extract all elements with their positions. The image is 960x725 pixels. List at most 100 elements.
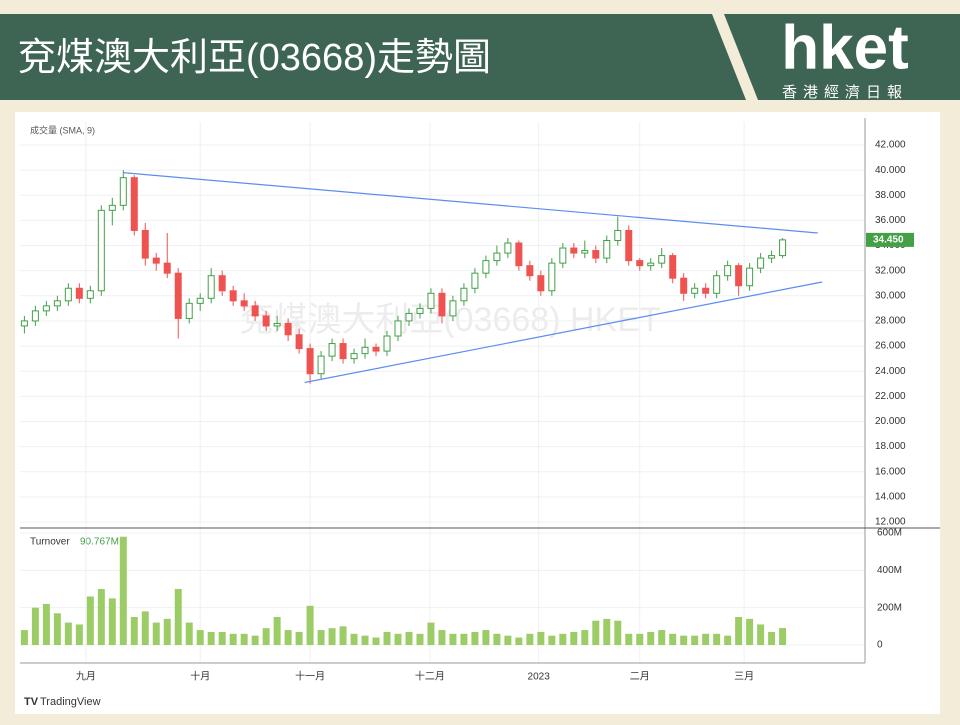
trend-line (304, 281, 823, 384)
volume-bar (97, 589, 105, 645)
candle-body (130, 177, 138, 231)
candle-body (482, 260, 490, 274)
candle-body (559, 247, 567, 264)
candle-body (31, 310, 39, 322)
volume-bar (306, 605, 314, 645)
y-tick-label: 28.000 (875, 316, 906, 327)
candle-body (603, 240, 611, 259)
candle-body (614, 229, 622, 242)
candle-body (515, 242, 523, 267)
candle-body (86, 290, 94, 299)
volume-bar (339, 626, 347, 645)
candle-body (350, 353, 358, 360)
candle-body (405, 312, 413, 322)
volume-bar (526, 633, 534, 645)
volume-bar (185, 622, 193, 645)
x-tick-label: 2023 (528, 672, 551, 683)
source: TradingView (40, 696, 101, 708)
volume-bar (537, 631, 545, 645)
candle-body (196, 297, 204, 304)
candle-body (372, 346, 380, 352)
candle-body (504, 242, 512, 254)
candle-body (328, 343, 336, 357)
volume-bar (548, 635, 556, 645)
candle-body (141, 229, 149, 259)
candle-body (702, 287, 710, 294)
volume-bar (724, 635, 732, 645)
y-tick-label: 32.000 (875, 265, 906, 276)
candle-body (449, 300, 457, 317)
volume-bar (427, 622, 435, 645)
last-price-box (866, 232, 914, 247)
volume-bar (394, 633, 402, 645)
volume-bar (405, 631, 413, 645)
candle-body (317, 355, 325, 375)
candle-body (273, 322, 281, 327)
candle-body (526, 265, 534, 277)
candle-body (669, 255, 677, 279)
volume-bar (647, 631, 655, 645)
candle-body (394, 320, 402, 337)
candle-body (207, 275, 215, 299)
volume-bar (20, 630, 28, 645)
y2-tick-label: 200M (877, 602, 902, 613)
volume-bar (570, 631, 578, 645)
y-tick-label: 12.000 (875, 517, 906, 528)
volume-bar (196, 630, 204, 645)
candle-body (680, 277, 688, 294)
y-tick-label: 14.000 (875, 492, 906, 503)
candle-body (746, 267, 754, 287)
volume-bar (174, 589, 182, 645)
volume-bar (86, 596, 94, 645)
candle-body (383, 335, 391, 352)
candle-body (658, 255, 666, 264)
volume-bar (438, 630, 446, 645)
volume-bar (328, 628, 336, 645)
volume-bar (42, 603, 50, 645)
volume-bar (471, 631, 479, 645)
candle-body (108, 204, 116, 211)
candle-body (163, 262, 171, 274)
volume-label: 90.767M (80, 537, 119, 548)
candle-body (471, 272, 479, 289)
y-tick-label: 40.000 (875, 165, 906, 176)
volume-bar (262, 628, 270, 645)
candle-body (757, 257, 765, 269)
logo: hket (781, 13, 908, 82)
volume-bar (361, 635, 369, 645)
candle-body (174, 272, 182, 319)
volume-bar (141, 611, 149, 645)
candle-body (691, 287, 699, 294)
candle-body (64, 287, 72, 302)
candle-body (295, 334, 303, 350)
volume-bar (625, 633, 633, 645)
candle-body (779, 239, 787, 257)
candle-body (592, 250, 600, 259)
candle-body (240, 300, 248, 307)
volume-bar (779, 628, 787, 645)
candle-body (537, 275, 545, 292)
volume-bar (581, 630, 589, 645)
volume-bar (702, 633, 710, 645)
volume-bar (482, 630, 490, 645)
volume-bar (614, 620, 622, 645)
volume-bar (108, 598, 116, 645)
volume-bar (251, 635, 259, 645)
candle-body (735, 265, 743, 287)
y2-tick-label: 0 (877, 640, 883, 651)
candle-body (152, 257, 160, 264)
y-tick-label: 22.000 (875, 391, 906, 402)
volume-bar (240, 633, 248, 645)
indicator-label: 成交量 (SMA, 9) (30, 124, 95, 135)
volume-bar (152, 622, 160, 645)
volume-bar (768, 631, 776, 645)
volume-bar (416, 633, 424, 645)
y-tick-label: 36.000 (875, 215, 906, 226)
volume-bar (119, 536, 127, 645)
volume-bar (691, 635, 699, 645)
candle-body (570, 247, 578, 254)
volume-bar (460, 633, 468, 645)
candle-body (229, 290, 237, 302)
candle-body (20, 320, 28, 327)
